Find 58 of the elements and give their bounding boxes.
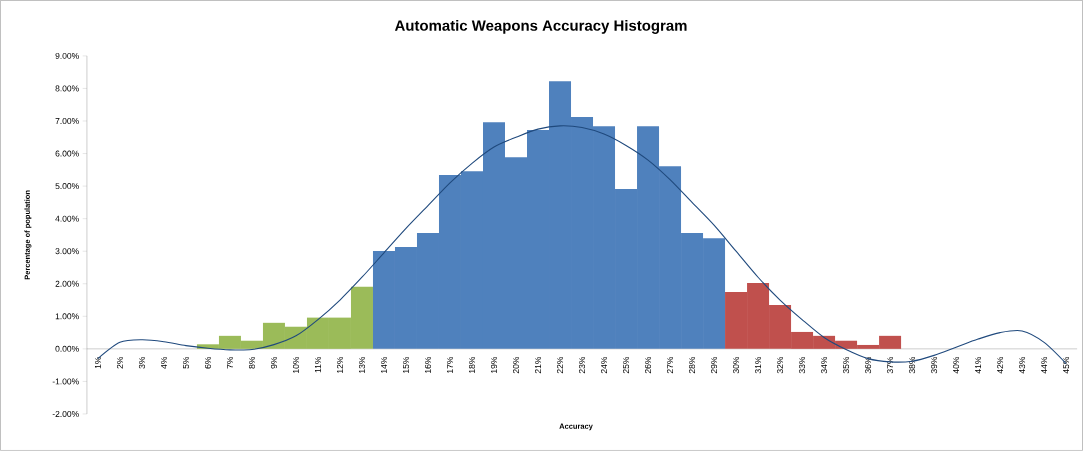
- y-tick-label: -2.00%: [52, 411, 79, 418]
- x-tick-label: 43%: [1019, 357, 1026, 374]
- x-tick-label: 29%: [711, 357, 718, 374]
- y-tick-label: 8.00%: [55, 85, 79, 92]
- x-tick-label: 31%: [755, 357, 762, 374]
- y-tick-label: 2.00%: [55, 280, 79, 287]
- x-tick-label: 32%: [777, 357, 784, 374]
- x-tick-label: 3%: [138, 357, 145, 369]
- y-tick-label: 0.00%: [55, 345, 79, 352]
- x-tick-label: 33%: [799, 357, 806, 374]
- x-tick-label: 19%: [491, 357, 497, 374]
- x-tick-label: 39%: [931, 357, 938, 374]
- x-tick-label: 6%: [204, 357, 211, 369]
- x-tick-label: 44%: [1041, 357, 1048, 374]
- x-tick-label: 30%: [733, 357, 740, 374]
- x-tick-label: 37%: [887, 357, 894, 374]
- x-tick-label: 22%: [557, 357, 563, 374]
- x-tick-label: 1%: [94, 357, 101, 369]
- x-tick-label: 27%: [667, 357, 674, 374]
- y-tick-label: 3.00%: [55, 248, 79, 255]
- x-tick-label: 25%: [623, 357, 630, 374]
- x-tick-label: 16%: [424, 357, 431, 374]
- y-tick-label: 9.00%: [55, 52, 79, 59]
- x-tick-label: 4%: [160, 357, 167, 369]
- x-tick-label: 45%: [1063, 357, 1070, 374]
- x-tick-label: 14%: [381, 357, 387, 374]
- x-tick-label: 9%: [270, 357, 277, 369]
- y-tick-label: 5.00%: [55, 183, 79, 190]
- x-tick-label: 18%: [469, 357, 475, 374]
- x-tick-label: 21%: [535, 357, 541, 374]
- x-tick-label: 28%: [689, 357, 696, 374]
- x-tick-label: 12%: [336, 357, 343, 374]
- x-tick-label: 41%: [975, 357, 982, 374]
- x-tick-label: 24%: [601, 357, 607, 374]
- x-tick-label: 17%: [447, 357, 453, 374]
- x-tick-label: 26%: [645, 357, 652, 374]
- x-tick-label: 42%: [997, 357, 1004, 374]
- chart-title: Automatic Weapons Accuracy Histogram: [394, 19, 687, 34]
- x-tick-label: 5%: [182, 357, 189, 369]
- y-tick-label: 7.00%: [55, 118, 79, 125]
- x-tick-label: 11%: [315, 356, 321, 373]
- x-tick-label: 38%: [909, 357, 916, 374]
- x-tick-label: 13%: [358, 357, 365, 374]
- y-tick-label: 1.00%: [55, 313, 79, 320]
- x-tick-label: 8%: [248, 357, 255, 369]
- x-tick-label: 15%: [403, 357, 409, 374]
- y-tick-label: -1.00%: [52, 378, 79, 385]
- x-tick-label: 2%: [116, 357, 123, 369]
- y-tick-label: 6.00%: [55, 150, 79, 157]
- x-tick-label: 36%: [865, 357, 872, 374]
- x-tick-label: 20%: [513, 357, 519, 374]
- x-tick-label: 10%: [292, 357, 299, 374]
- x-tick-label: 40%: [953, 357, 960, 374]
- x-tick-label: 34%: [821, 357, 828, 374]
- x-tick-label: 35%: [843, 357, 850, 374]
- x-tick-label: 7%: [226, 357, 233, 369]
- y-tick-label: 4.00%: [55, 215, 79, 222]
- x-tick-label: 23%: [579, 357, 586, 374]
